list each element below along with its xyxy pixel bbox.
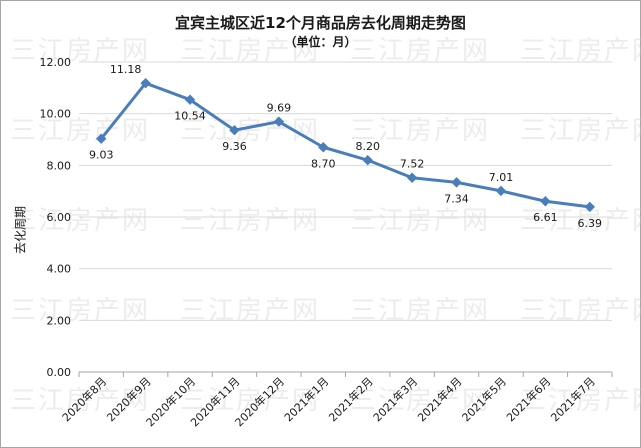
y-tick-label: 0.00 [47,366,72,379]
y-tick-label: 4.00 [47,263,72,276]
y-tick-label: 10.00 [40,108,72,121]
y-tick-label: 8.00 [47,159,72,172]
data-point [273,116,285,127]
data-point [229,124,240,136]
data-label: 9.36 [222,140,247,153]
data-label: 7.01 [489,171,514,184]
data-label: 8.20 [355,140,380,153]
series-line [100,81,590,209]
y-tick-label: 6.00 [47,211,72,224]
data-label: 11.18 [110,63,142,76]
data-point [184,94,196,105]
data-label: 9.69 [267,102,292,115]
data-label: 7.52 [400,158,425,171]
data-point [584,201,595,213]
data-point [96,133,107,144]
data-point [495,185,507,197]
data-point [451,177,462,188]
y-tick-label: 12.00 [40,56,72,69]
x-tick-label: 2021年4月 [414,374,464,424]
data-label: 7.34 [444,192,469,205]
x-tick-label: 2021年1月 [281,374,331,424]
x-tick-label: 2021年3月 [370,374,420,424]
data-label: 6.61 [533,211,558,224]
x-tick-label: 2020年8月 [59,374,109,424]
x-tick-label: 2021年2月 [326,374,376,424]
data-point [406,172,418,183]
data-point [140,77,151,89]
data-label: 10.54 [174,110,206,123]
data-point [540,196,551,207]
y-tick-label: 2.00 [47,314,72,327]
chart-subtitle: （单位：月） [284,35,357,49]
data-point [318,142,329,153]
x-tick-label: 2021年5月 [459,374,509,424]
x-tick-label: 2021年7月 [548,374,598,424]
data-label: 6.39 [578,217,603,230]
x-tick-label: 2021年6月 [503,374,553,424]
chart-title: 宜宾主城区近12个月商品房去化周期走势图 [175,14,466,32]
data-point [362,154,373,166]
data-label: 8.70 [311,157,336,170]
data-label: 9.03 [89,149,114,162]
